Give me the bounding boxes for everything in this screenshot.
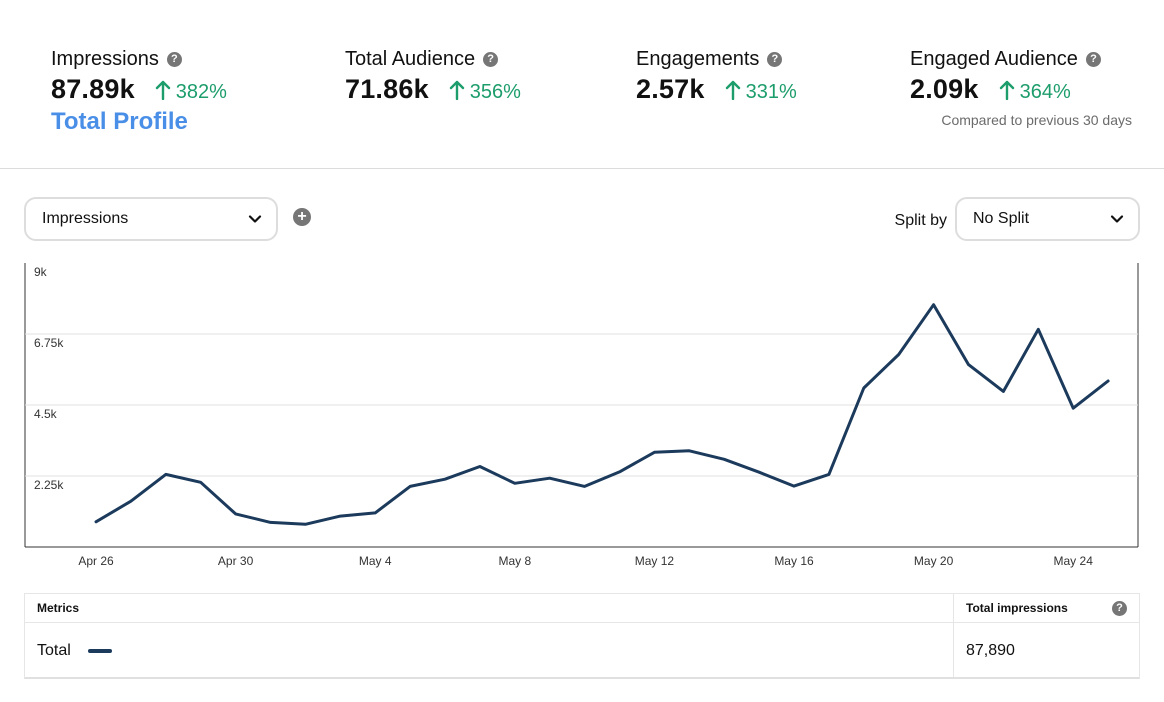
- stat-change-value: 331%: [745, 81, 797, 103]
- data-point: [897, 353, 900, 356]
- stat-value: 71.86k: [345, 74, 429, 104]
- data-point: [164, 473, 167, 476]
- x-tick-label: May 16: [774, 554, 814, 568]
- data-point: [967, 363, 970, 366]
- arrow-up-icon: [999, 80, 1014, 100]
- data-point: [1037, 328, 1040, 331]
- stat-change: 331%: [725, 78, 797, 104]
- stat-label: Total Audience: [345, 47, 476, 70]
- split-by-label: Split by: [894, 212, 947, 229]
- data-point: [409, 485, 412, 488]
- stat-value: 2.09k: [910, 74, 979, 104]
- stat-total-audience: Total Audience ? 71.86k 356%: [345, 46, 521, 105]
- x-tick-label: May 24: [1054, 554, 1094, 568]
- x-tick-label: Apr 26: [78, 554, 114, 568]
- y-tick-label: 4.5k: [34, 407, 58, 421]
- data-point: [129, 500, 132, 503]
- data-point: [444, 478, 447, 481]
- data-point: [1107, 380, 1110, 383]
- y-tick-label: 6.75k: [34, 336, 64, 350]
- x-tick-label: May 4: [359, 554, 392, 568]
- data-point: [1072, 407, 1075, 410]
- data-point: [304, 523, 307, 526]
- split-select-value: No Split: [973, 210, 1030, 227]
- data-point: [793, 485, 796, 488]
- data-point: [688, 449, 691, 452]
- y-tick-label: 2.25k: [34, 478, 64, 492]
- metric-select-value: Impressions: [42, 210, 129, 227]
- stat-value: 2.57k: [636, 74, 705, 104]
- impressions-chart: 9k 6.75k 4.5k 2.25k Apr 26 Apr 30 May 4 May 8 Ma…: [0, 255, 1164, 585]
- stat-change-value: 356%: [469, 81, 521, 103]
- summary-stats: Impressions ? 87.89k 382% Total Audience…: [0, 0, 1164, 169]
- chevron-down-icon: [1110, 215, 1124, 223]
- stat-label: Impressions: [51, 47, 159, 70]
- arrow-up-icon: [449, 80, 464, 100]
- data-point: [932, 303, 935, 306]
- data-point: [95, 520, 98, 523]
- stat-change: 364%: [999, 78, 1071, 104]
- total-profile-link[interactable]: Total Profile: [51, 108, 188, 135]
- data-point: [269, 521, 272, 524]
- data-point: [374, 511, 377, 514]
- data-point: [862, 386, 865, 389]
- data-point: [1002, 390, 1005, 393]
- series-legend-swatch: [88, 649, 112, 653]
- data-point: [653, 451, 656, 454]
- stat-label: Engagements: [636, 47, 760, 70]
- x-tick-label: May 8: [498, 554, 531, 568]
- data-point: [478, 465, 481, 468]
- stat-change-value: 364%: [1019, 81, 1071, 103]
- chevron-down-icon: [248, 215, 262, 223]
- arrow-up-icon: [725, 80, 740, 100]
- arrow-up-icon: [155, 80, 170, 100]
- table-header: [25, 594, 1139, 623]
- data-point: [758, 471, 761, 474]
- help-icon[interactable]: ?: [767, 51, 783, 67]
- stat-value: 87.89k: [51, 74, 135, 104]
- metric-select[interactable]: Impressions: [24, 197, 278, 241]
- header-total-impressions: Total impressions: [966, 601, 1068, 615]
- line-chart-svg: 9k 6.75k 4.5k 2.25k Apr 26 Apr 30 May 4 May 8 Ma…: [24, 263, 1139, 568]
- help-icon[interactable]: ?: [1085, 51, 1101, 67]
- x-tick-label: Apr 30: [218, 554, 254, 568]
- help-icon[interactable]: ?: [483, 51, 499, 67]
- help-icon[interactable]: ?: [166, 51, 182, 67]
- compare-note: Compared to previous 30 days: [941, 112, 1132, 128]
- data-point: [723, 458, 726, 461]
- data-point: [513, 482, 516, 485]
- data-point: [827, 473, 830, 476]
- stat-impressions: Impressions ? 87.89k 382%: [51, 46, 227, 105]
- stat-engaged-audience: Engaged Audience ? 2.09k 364%: [910, 46, 1101, 105]
- stat-engagements: Engagements ? 2.57k 331%: [636, 46, 797, 105]
- series-line-total: [94, 303, 1110, 526]
- data-point: [339, 515, 342, 518]
- column-divider: [953, 594, 954, 677]
- x-tick-label: May 12: [635, 554, 675, 568]
- data-point: [548, 477, 551, 480]
- stat-label: Engaged Audience: [910, 47, 1078, 70]
- header-metrics: Metrics: [37, 601, 80, 615]
- add-metric-icon[interactable]: +: [293, 208, 311, 226]
- help-icon[interactable]: ?: [1112, 601, 1127, 616]
- stat-change-value: 382%: [175, 81, 227, 103]
- row-label: Total: [37, 642, 71, 659]
- data-point: [199, 481, 202, 484]
- data-point: [234, 512, 237, 515]
- data-point: [583, 485, 586, 488]
- stat-change: 382%: [155, 78, 227, 104]
- row-value: 87,890: [966, 642, 1015, 659]
- stat-change: 356%: [449, 78, 521, 104]
- data-point: [618, 470, 621, 473]
- metrics-table: Metrics Total impressions ? Total 87,890: [24, 593, 1140, 679]
- split-select[interactable]: No Split: [955, 197, 1140, 241]
- y-tick-label: 9k: [34, 265, 48, 279]
- x-tick-label: May 20: [914, 554, 954, 568]
